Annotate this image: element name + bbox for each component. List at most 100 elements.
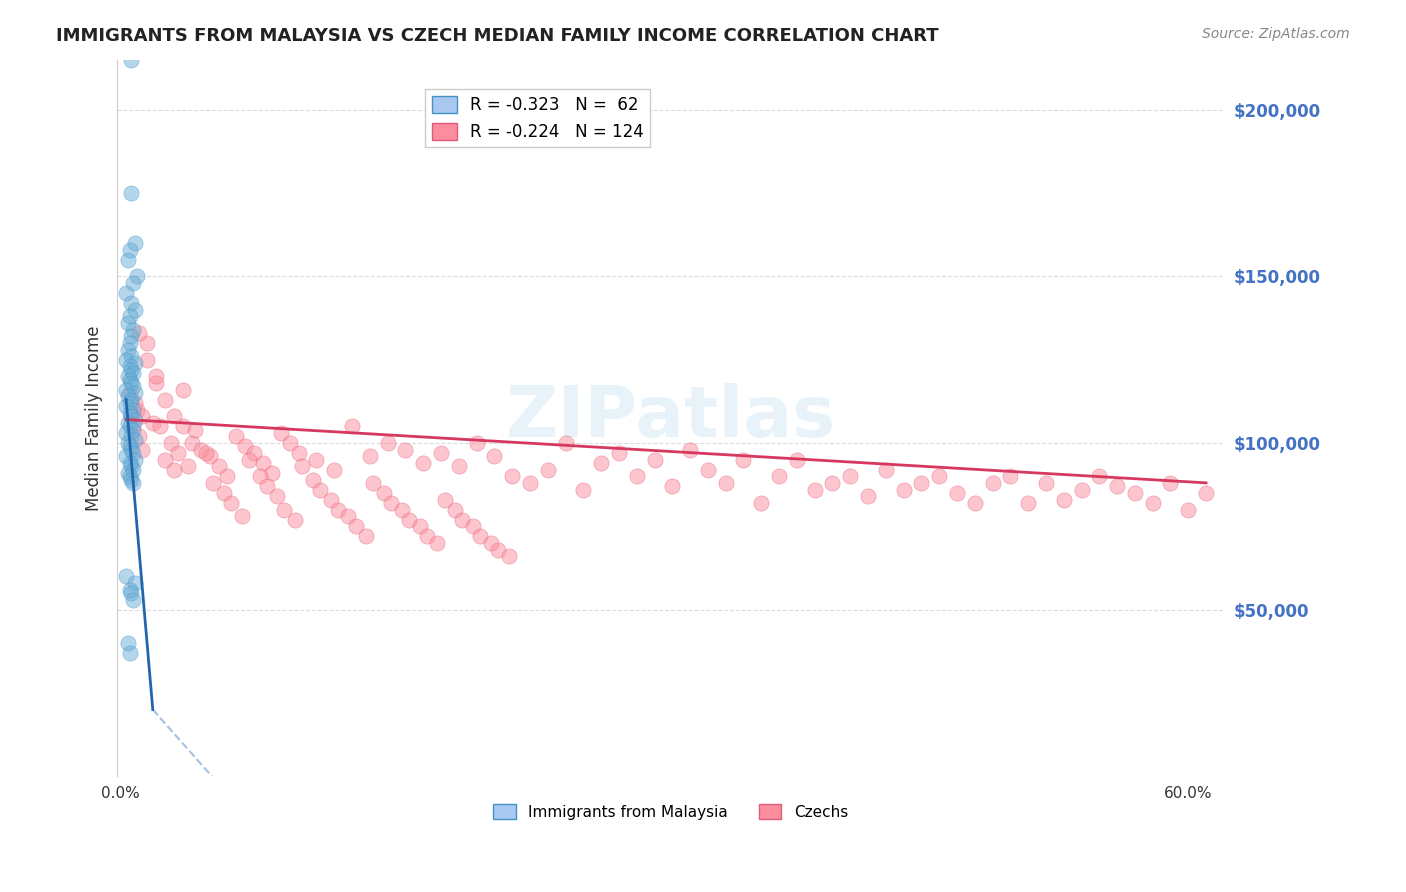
Point bbox=[426, 536, 449, 550]
Point bbox=[479, 536, 502, 550]
Point bbox=[291, 459, 314, 474]
Point bbox=[122, 379, 145, 393]
Point bbox=[115, 285, 138, 300]
Point bbox=[120, 329, 142, 343]
Point bbox=[120, 349, 142, 363]
Point bbox=[180, 436, 202, 450]
Point bbox=[124, 356, 146, 370]
Point bbox=[131, 442, 153, 457]
Point bbox=[465, 436, 488, 450]
Point bbox=[122, 366, 145, 380]
Point bbox=[243, 446, 266, 460]
Point bbox=[910, 475, 932, 490]
Point bbox=[219, 496, 242, 510]
Point bbox=[398, 512, 420, 526]
Point bbox=[117, 466, 139, 480]
Point bbox=[122, 322, 145, 336]
Point bbox=[120, 429, 142, 443]
Point bbox=[356, 529, 378, 543]
Point bbox=[749, 496, 772, 510]
Point bbox=[260, 466, 283, 480]
Point bbox=[118, 243, 141, 257]
Point bbox=[120, 409, 142, 424]
Point bbox=[451, 512, 474, 526]
Point bbox=[416, 529, 439, 543]
Point bbox=[118, 439, 141, 453]
Point bbox=[124, 396, 146, 410]
Point bbox=[501, 469, 523, 483]
Point bbox=[155, 452, 177, 467]
Point bbox=[122, 462, 145, 476]
Point bbox=[149, 419, 172, 434]
Point bbox=[118, 335, 141, 350]
Point bbox=[145, 369, 167, 384]
Point bbox=[177, 459, 200, 474]
Point bbox=[155, 392, 177, 407]
Point bbox=[117, 252, 139, 267]
Point bbox=[1000, 469, 1022, 483]
Point bbox=[118, 456, 141, 470]
Point bbox=[359, 449, 381, 463]
Point bbox=[1177, 502, 1199, 516]
Point bbox=[733, 452, 755, 467]
Point bbox=[122, 446, 145, 460]
Point bbox=[287, 446, 309, 460]
Point bbox=[273, 502, 295, 516]
Point bbox=[266, 489, 288, 503]
Point bbox=[337, 509, 360, 524]
Point bbox=[124, 412, 146, 426]
Point bbox=[768, 469, 790, 483]
Point bbox=[412, 456, 434, 470]
Point bbox=[124, 235, 146, 250]
Point bbox=[117, 369, 139, 384]
Point bbox=[184, 423, 207, 437]
Point bbox=[207, 459, 229, 474]
Point bbox=[238, 452, 260, 467]
Text: ZIPatlas: ZIPatlas bbox=[506, 384, 835, 452]
Point bbox=[128, 326, 150, 340]
Point bbox=[821, 475, 844, 490]
Point bbox=[305, 452, 328, 467]
Point bbox=[696, 462, 718, 476]
Point bbox=[118, 646, 141, 660]
Point bbox=[1035, 475, 1057, 490]
Point bbox=[484, 449, 506, 463]
Point bbox=[124, 433, 146, 447]
Point bbox=[408, 519, 430, 533]
Point bbox=[1070, 483, 1092, 497]
Point bbox=[118, 406, 141, 420]
Point bbox=[117, 436, 139, 450]
Point bbox=[120, 459, 142, 474]
Point bbox=[875, 462, 897, 476]
Point bbox=[461, 519, 484, 533]
Point bbox=[115, 425, 138, 440]
Point bbox=[326, 502, 349, 516]
Point bbox=[309, 483, 332, 497]
Point bbox=[444, 502, 467, 516]
Point bbox=[142, 416, 165, 430]
Point bbox=[159, 436, 181, 450]
Point bbox=[661, 479, 683, 493]
Point bbox=[118, 373, 141, 387]
Point bbox=[270, 425, 292, 440]
Point bbox=[172, 383, 194, 397]
Point bbox=[252, 456, 274, 470]
Point bbox=[118, 310, 141, 324]
Point bbox=[839, 469, 862, 483]
Point bbox=[115, 399, 138, 413]
Point bbox=[278, 436, 301, 450]
Point bbox=[803, 483, 825, 497]
Point bbox=[340, 419, 363, 434]
Point bbox=[195, 446, 218, 460]
Point bbox=[519, 475, 541, 490]
Point bbox=[122, 419, 145, 434]
Point bbox=[981, 475, 1004, 490]
Point bbox=[117, 636, 139, 650]
Point bbox=[128, 429, 150, 443]
Point bbox=[233, 439, 256, 453]
Point bbox=[122, 402, 145, 417]
Point bbox=[202, 475, 225, 490]
Point bbox=[394, 442, 416, 457]
Legend: Immigrants from Malaysia, Czechs: Immigrants from Malaysia, Czechs bbox=[486, 797, 853, 826]
Point bbox=[468, 529, 491, 543]
